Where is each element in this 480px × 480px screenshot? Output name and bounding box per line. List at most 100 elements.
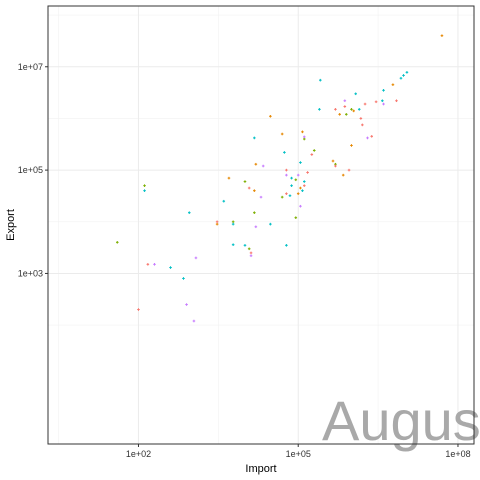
data-point — [296, 192, 300, 195]
data-point — [259, 195, 263, 199]
data-point — [382, 89, 385, 92]
data-point — [341, 173, 345, 177]
data-point — [253, 189, 256, 192]
data-point — [354, 92, 357, 96]
data-point — [253, 211, 256, 214]
data-point — [253, 136, 256, 140]
data-point — [227, 176, 231, 180]
data-point — [334, 108, 337, 111]
data-point — [243, 244, 247, 247]
data-point — [405, 71, 409, 74]
data-point — [399, 76, 403, 80]
data-point — [146, 263, 150, 266]
data-point — [249, 251, 253, 255]
data-point — [285, 173, 288, 177]
data-point — [350, 144, 353, 147]
data-point — [302, 184, 306, 187]
data-point — [440, 34, 444, 37]
data-point — [261, 164, 265, 168]
data-point — [283, 151, 286, 154]
data-point — [294, 178, 298, 182]
data-point — [299, 161, 302, 164]
data-point — [143, 189, 146, 192]
data-point — [185, 303, 188, 306]
data-point — [285, 244, 288, 247]
panel-border — [47, 5, 475, 445]
x-axis-title: Import — [245, 463, 276, 475]
data-point — [143, 184, 146, 187]
data-point — [290, 176, 293, 180]
data-point — [290, 184, 293, 187]
data-point — [357, 108, 361, 111]
data-point — [285, 168, 288, 172]
data-point — [345, 113, 348, 116]
data-point — [215, 222, 219, 226]
y-tick-label: 1e+03 — [18, 268, 43, 278]
data-point — [352, 109, 355, 113]
data-point — [366, 136, 369, 140]
data-point — [374, 100, 378, 104]
data-point — [288, 194, 292, 197]
data-point — [254, 225, 258, 229]
data-point — [343, 99, 347, 103]
y-tick-label: 1e+05 — [18, 165, 43, 175]
data-point — [231, 243, 235, 246]
data-point — [169, 266, 172, 269]
data-point — [194, 256, 198, 260]
data-point — [391, 83, 395, 86]
data-point — [137, 308, 140, 311]
x-tick-label: 1e+05 — [286, 449, 311, 459]
data-point — [402, 74, 405, 77]
data-points — [115, 34, 444, 323]
data-point — [302, 135, 306, 139]
data-point — [153, 263, 156, 266]
data-point — [299, 204, 302, 208]
data-point — [231, 222, 235, 226]
frame-label: Augus — [322, 389, 480, 452]
data-point — [294, 216, 298, 219]
major-gridlines — [48, 6, 474, 444]
data-point — [222, 199, 226, 203]
data-point — [231, 220, 235, 224]
data-point — [215, 220, 219, 224]
data-point — [319, 78, 322, 82]
data-point — [381, 99, 384, 103]
data-point — [331, 159, 335, 163]
data-point — [280, 195, 284, 199]
data-point — [359, 117, 363, 120]
data-point — [192, 319, 196, 323]
data-point — [247, 186, 251, 190]
data-point — [285, 192, 288, 195]
data-point — [187, 211, 191, 214]
data-point — [318, 108, 321, 111]
data-point — [302, 180, 306, 183]
data-point — [350, 108, 353, 111]
y-axis-title: Export — [5, 209, 17, 241]
data-point — [363, 102, 367, 106]
data-point — [254, 162, 258, 166]
data-point — [343, 105, 347, 108]
data-point — [338, 113, 341, 116]
y-tick-label: 1e+07 — [18, 62, 43, 72]
minor-gridlines — [48, 6, 474, 444]
data-point — [310, 153, 314, 156]
data-point — [306, 171, 309, 174]
x-tick-label: 1e+08 — [445, 449, 470, 459]
data-point — [312, 149, 316, 152]
data-point — [370, 135, 374, 138]
data-point — [301, 189, 304, 192]
data-point — [249, 254, 253, 258]
data-point — [395, 99, 398, 103]
data-point — [382, 102, 385, 106]
data-point — [247, 247, 251, 251]
data-point — [115, 241, 119, 244]
data-point — [182, 277, 185, 280]
data-point — [347, 168, 351, 172]
data-point — [269, 114, 272, 118]
data-point — [243, 180, 247, 183]
x-tick-label: 1e+02 — [126, 449, 151, 459]
data-point — [299, 186, 302, 190]
data-point — [301, 130, 304, 134]
